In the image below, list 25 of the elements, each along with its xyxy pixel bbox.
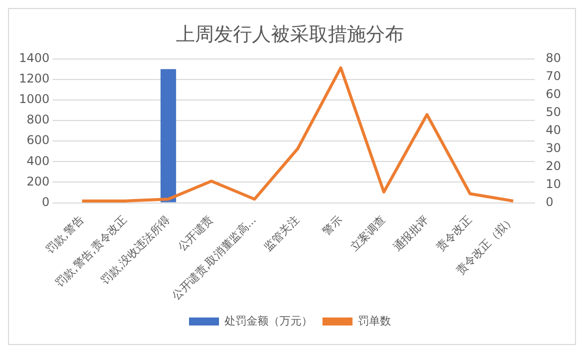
legend-label: 处罚金额（万元） [224,314,312,328]
y2-tick-label: 20 [546,158,562,173]
x-tick-label: 通报批评 [390,213,432,254]
y2-tick-label: 60 [546,86,562,101]
y2-tick-label: 0 [546,194,554,209]
y2-tick-label: 30 [546,140,562,155]
y2-tick-label: 10 [546,176,562,191]
y-tick-label: 1200 [18,71,50,86]
y2-tick-label: 50 [546,104,562,119]
y-tick-label: 0 [42,194,50,209]
x-tick-label: 责令改正 [434,213,474,254]
y-tick-label: 800 [26,112,50,127]
y-tick-label: 200 [26,174,50,188]
y2-tick-label: 70 [546,68,562,83]
y-tick-label: 400 [26,154,50,168]
y2-tick-label: 40 [546,122,562,137]
y-tick-label: 1400 [18,50,50,65]
y2-tick-label: 80 [546,50,562,65]
y-tick-label: 1000 [18,92,50,106]
x-tick-label: 警示 [320,213,345,238]
y-tick-label: 600 [26,133,50,148]
chart-title: 上周发行人被采取措施分布 [176,23,404,46]
x-tick-label: 监管关注 [261,213,302,254]
legend-label: 罚单数 [358,314,391,328]
x-tick-label: 立案调查 [348,213,388,254]
